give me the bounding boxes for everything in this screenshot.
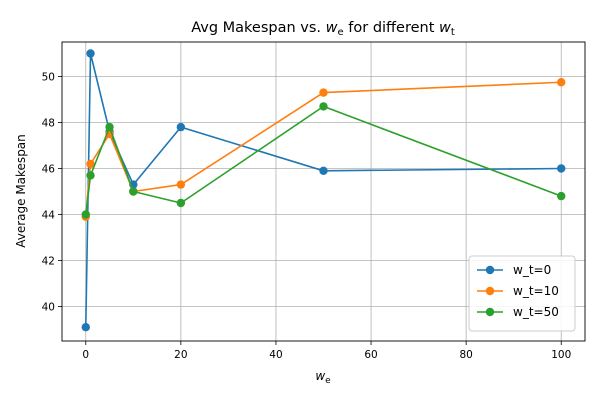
data-point bbox=[557, 164, 566, 173]
legend-item: w_t=0 bbox=[477, 263, 551, 277]
y-tick-label: 48 bbox=[42, 118, 55, 130]
legend-swatch-marker bbox=[485, 286, 495, 296]
data-point bbox=[176, 122, 186, 132]
data-point bbox=[176, 180, 186, 189]
data-point bbox=[319, 166, 328, 175]
legend-item: w_t=10 bbox=[477, 284, 559, 298]
series-layer bbox=[81, 49, 566, 332]
x-tick-label: 0 bbox=[82, 349, 89, 361]
data-point bbox=[86, 49, 95, 58]
x-axis-title: we bbox=[315, 369, 331, 386]
data-point bbox=[105, 122, 114, 132]
x-axis: 0 20 40 60 80 100 bbox=[82, 341, 571, 361]
legend: w_t=0 w_t=10 w_t=50 bbox=[468, 255, 576, 332]
x-tick-label: 80 bbox=[459, 349, 472, 361]
data-point bbox=[86, 171, 95, 180]
data-point bbox=[319, 88, 328, 97]
legend-swatch-marker bbox=[485, 265, 495, 275]
x-tick-label: 20 bbox=[174, 349, 187, 361]
plot-area-frame bbox=[61, 41, 586, 342]
x-tick-label: 60 bbox=[364, 349, 377, 361]
y-tick-label: 40 bbox=[42, 302, 55, 314]
chart-title: Avg Makespan vs. we for different wt bbox=[191, 20, 455, 38]
data-point bbox=[176, 198, 186, 208]
x-tick-label: 40 bbox=[269, 349, 282, 361]
data-point bbox=[86, 159, 95, 169]
data-point bbox=[129, 187, 138, 196]
y-axis-title: Average Makespan bbox=[14, 134, 28, 248]
data-point bbox=[81, 323, 90, 332]
data-point bbox=[557, 78, 566, 87]
legend-label: w_t=50 bbox=[513, 305, 559, 319]
y-axis: 40 42 44 46 48 50 bbox=[42, 72, 62, 314]
data-point bbox=[557, 191, 566, 201]
series-w-t-50 bbox=[81, 102, 566, 219]
legend-label: w_t=10 bbox=[513, 284, 559, 298]
legend-item: w_t=50 bbox=[477, 305, 559, 319]
legend-swatch-marker bbox=[485, 307, 495, 317]
y-tick-label: 42 bbox=[42, 256, 55, 268]
y-tick-label: 46 bbox=[42, 164, 56, 176]
x-tick-label: 100 bbox=[551, 349, 571, 361]
series-w-t-0 bbox=[81, 49, 566, 332]
y-tick-label: 44 bbox=[42, 210, 56, 222]
legend-label: w_t=0 bbox=[513, 263, 551, 277]
y-tick-label: 50 bbox=[42, 72, 55, 84]
data-point bbox=[319, 102, 328, 111]
data-point bbox=[81, 210, 90, 219]
